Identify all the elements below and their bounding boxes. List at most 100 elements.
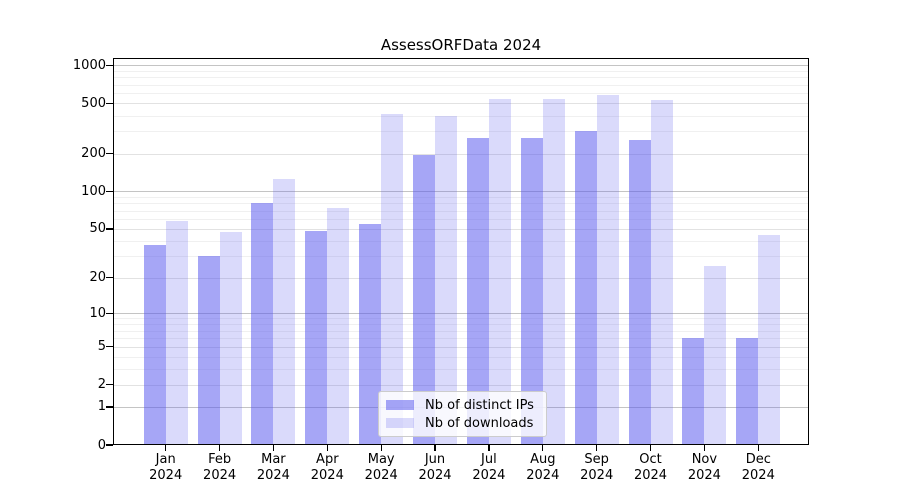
x-tick-month: Aug <box>530 452 556 467</box>
x-tick-month: Jun <box>424 452 446 467</box>
legend-swatch-downloads <box>386 418 414 428</box>
minor-gridline <box>113 71 809 72</box>
y-axis-tick-label: 500 <box>81 95 106 111</box>
bar-aug-distinct-ips <box>520 138 543 445</box>
x-axis-tick-label: May 2024 <box>346 452 416 483</box>
minor-gridline <box>113 368 809 370</box>
bar-sep-downloads <box>596 95 619 445</box>
bar-jun-downloads <box>435 115 457 445</box>
x-axis-tick-label: Dec 2024 <box>723 452 793 483</box>
bar-feb-distinct-ips <box>197 256 220 445</box>
major-gridline <box>113 65 809 67</box>
bar-apr-distinct-ips <box>305 231 328 445</box>
x-tick-mark <box>542 445 544 451</box>
x-tick-month: Oct <box>639 452 662 467</box>
y-axis-tick-label: 0 <box>97 437 106 453</box>
x-tick-month: Dec <box>745 452 771 467</box>
y-tick-mark <box>106 383 113 386</box>
x-tick-mark <box>165 445 167 451</box>
bar-aug-downloads <box>542 99 565 445</box>
minor-gridline <box>113 131 809 133</box>
bar-oct-distinct-ips <box>628 140 651 445</box>
x-tick-year: 2024 <box>203 467 237 483</box>
minor-gridline <box>113 330 809 332</box>
bar-mar-distinct-ips <box>251 203 274 445</box>
legend: Nb of distinct IPs Nb of downloads <box>378 391 547 437</box>
minor-gridline <box>113 318 809 320</box>
y-tick-mark <box>106 228 113 230</box>
x-tick-year: 2024 <box>418 467 452 483</box>
legend-item-distinct-ips: Nb of distinct IPs <box>386 397 538 413</box>
x-tick-year: 2024 <box>364 467 398 483</box>
x-axis-tick-label: Feb 2024 <box>185 452 255 483</box>
y-axis-tick-label: 10 <box>89 305 106 321</box>
x-tick-year: 2024 <box>580 467 614 483</box>
minor-gridline <box>113 338 809 339</box>
x-axis-tick-label: Jul 2024 <box>454 452 524 483</box>
y-tick-mark <box>106 102 113 104</box>
y-axis-tick-label: 50 <box>89 221 106 237</box>
x-axis-tick-label: Apr 2024 <box>292 452 362 483</box>
minor-gridline <box>113 256 809 258</box>
x-tick-month: Jan <box>155 452 176 467</box>
y-axis-tick-label: 100 <box>81 183 106 199</box>
y-tick-mark <box>106 312 113 314</box>
x-tick-year: 2024 <box>472 467 506 483</box>
legend-label-distinct-ips: Nb of distinct IPs <box>425 397 534 413</box>
minor-gridline <box>113 324 809 326</box>
x-axis-tick-label: Aug 2024 <box>508 452 578 483</box>
legend-item-downloads: Nb of downloads <box>386 416 538 431</box>
x-axis-tick-label: Sep 2024 <box>562 452 632 483</box>
x-tick-month: Sep <box>584 452 609 467</box>
x-tick-mark <box>757 445 759 451</box>
y-tick-mark <box>106 64 113 66</box>
bar-nov-downloads <box>704 265 727 445</box>
y-tick-mark <box>106 152 113 155</box>
minor-gridline <box>113 115 809 117</box>
bar-jun-distinct-ips <box>413 155 435 445</box>
bar-feb-downloads <box>219 232 242 445</box>
x-tick-mark <box>272 445 275 451</box>
minor-gridline <box>113 203 809 205</box>
bar-may-downloads <box>381 114 404 445</box>
x-tick-year: 2024 <box>526 467 560 483</box>
x-tick-mark <box>703 445 706 451</box>
x-tick-mark <box>434 445 436 451</box>
bar-dec-distinct-ips <box>736 338 759 445</box>
bar-apr-downloads <box>327 208 350 445</box>
y-axis-tick-label: 20 <box>89 270 106 286</box>
x-tick-year: 2024 <box>310 467 344 483</box>
legend-swatch-distinct-ips <box>386 400 414 410</box>
x-tick-year: 2024 <box>149 467 183 483</box>
bar-mar-downloads <box>273 179 296 445</box>
x-axis-tick-label: Jun 2024 <box>400 452 470 483</box>
bar-sep-distinct-ips <box>574 131 597 445</box>
x-tick-year: 2024 <box>256 467 290 483</box>
x-tick-mark <box>326 445 328 451</box>
bar-jul-distinct-ips <box>466 138 489 445</box>
x-tick-year: 2024 <box>687 467 721 483</box>
x-axis-tick-label: Jan 2024 <box>131 452 201 483</box>
x-tick-month: Feb <box>208 452 232 467</box>
bar-oct-downloads <box>650 100 673 445</box>
bars-layer <box>113 58 809 445</box>
minor-gridline <box>113 84 809 86</box>
y-tick-mark <box>106 444 113 446</box>
chart-title: AssessORFData 2024 <box>380 36 542 54</box>
minor-gridline <box>113 219 809 220</box>
major-gridline <box>113 313 809 315</box>
y-axis-tick-label: 2 <box>97 377 106 393</box>
y-axis-tick-label: 200 <box>81 146 106 161</box>
minor-gridline <box>113 210 809 212</box>
major-gridline <box>113 103 809 105</box>
major-gridline <box>113 191 809 193</box>
y-tick-mark <box>106 276 113 279</box>
y-tick-mark <box>106 190 113 192</box>
y-tick-mark <box>106 406 113 408</box>
y-axis-tick-label: 5 <box>97 339 106 354</box>
major-gridline <box>113 153 809 155</box>
x-tick-month: Apr <box>316 452 339 467</box>
x-tick-mark <box>649 445 652 451</box>
major-gridline <box>113 346 809 348</box>
